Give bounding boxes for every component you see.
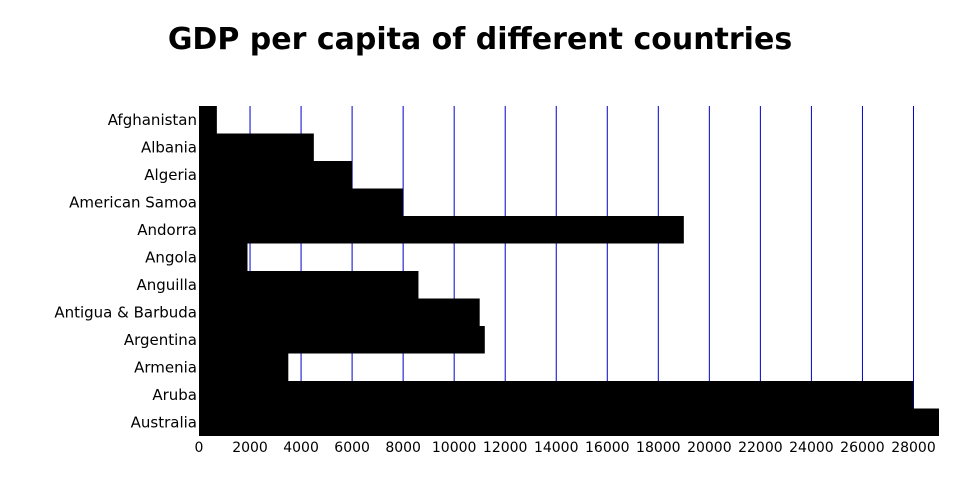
bar bbox=[199, 271, 419, 299]
category-labels: Afghanistan Albania Algeria American Samoa A… bbox=[54, 111, 197, 432]
x-tick-label: 28000 bbox=[891, 440, 936, 456]
bar bbox=[199, 161, 353, 189]
x-tick-label: 14000 bbox=[534, 440, 579, 456]
x-tick-label: 22000 bbox=[738, 440, 783, 456]
category-label: Algeria bbox=[144, 166, 197, 184]
bar bbox=[199, 326, 485, 354]
x-tick-label: 24000 bbox=[789, 440, 834, 456]
x-tick-label: 6000 bbox=[334, 440, 370, 456]
x-tick-label: 4000 bbox=[283, 440, 319, 456]
x-tick-label: 16000 bbox=[585, 440, 630, 456]
bar bbox=[199, 106, 217, 134]
category-label: Australia bbox=[131, 413, 197, 431]
category-label: Albania bbox=[141, 138, 197, 156]
category-label: Argentina bbox=[124, 331, 197, 349]
x-tick-label: 10000 bbox=[432, 440, 477, 456]
bar bbox=[199, 243, 248, 271]
category-label: Afghanistan bbox=[108, 111, 197, 129]
x-tick-label: 12000 bbox=[483, 440, 528, 456]
x-tick-label: 20000 bbox=[687, 440, 732, 456]
category-label: Antigua & Barbuda bbox=[54, 303, 197, 321]
x-tick-label: 8000 bbox=[385, 440, 421, 456]
x-tick-labels: 0 2000 4000 6000 8000 10000 12000 14000 16000 180… bbox=[195, 440, 936, 456]
chart-title: GDP per capita of different countries bbox=[167, 22, 793, 57]
bar bbox=[199, 408, 939, 436]
x-tick-label: 2000 bbox=[232, 440, 268, 456]
bar bbox=[199, 133, 314, 161]
bar bbox=[199, 188, 404, 216]
category-label: Anguilla bbox=[137, 276, 198, 294]
bar bbox=[199, 298, 480, 326]
x-tick-label: 26000 bbox=[840, 440, 885, 456]
category-label: Armenia bbox=[134, 358, 197, 376]
bars bbox=[199, 106, 939, 436]
category-label: Aruba bbox=[152, 386, 197, 404]
x-tick-label: 0 bbox=[195, 440, 204, 456]
bar bbox=[199, 381, 914, 409]
category-label: Andorra bbox=[137, 221, 197, 239]
x-tick-label: 18000 bbox=[636, 440, 681, 456]
category-label: Angola bbox=[145, 248, 197, 266]
category-label: American Samoa bbox=[69, 193, 197, 211]
bar bbox=[199, 353, 289, 381]
bar bbox=[199, 216, 684, 244]
